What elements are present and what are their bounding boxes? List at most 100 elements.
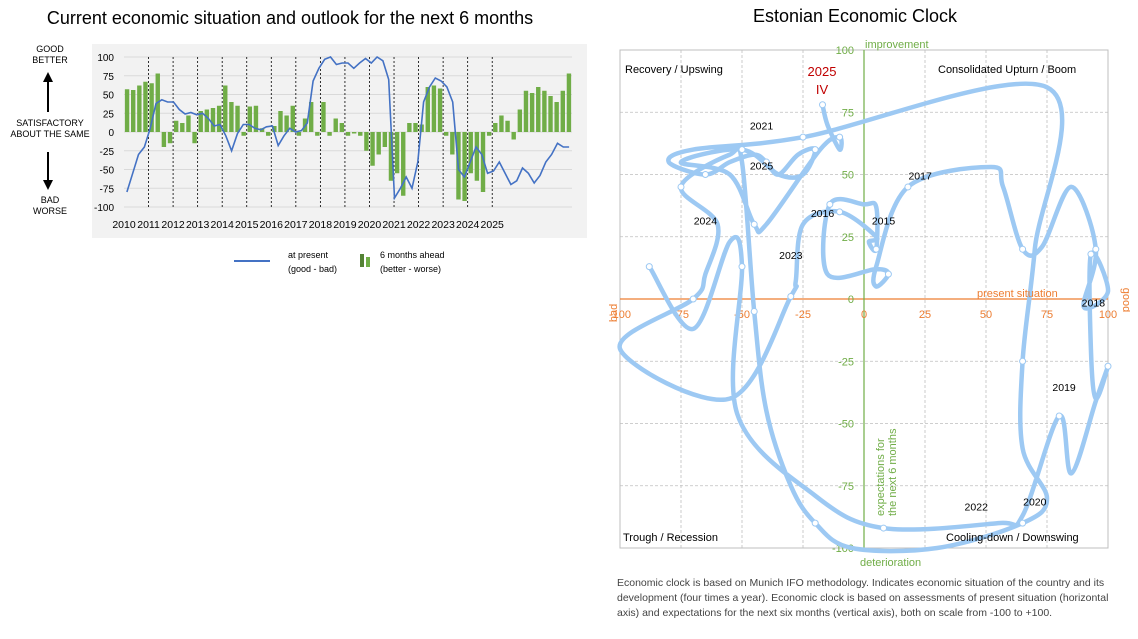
- outlook-bar: [499, 115, 504, 132]
- x-tick-label: 2010: [112, 219, 136, 231]
- outlook-bar: [493, 123, 498, 132]
- outlook-bar: [266, 132, 271, 136]
- svg-text:the next 6 months: the next 6 months: [887, 428, 899, 516]
- outlook-bar: [345, 132, 351, 136]
- outlook-bar: [407, 123, 412, 132]
- x-tick-label: -100: [609, 309, 631, 321]
- clock-point: [738, 146, 746, 154]
- clock-point: [701, 171, 709, 178]
- outlook-bar: [394, 132, 400, 174]
- y-tick-label: 75: [842, 107, 854, 119]
- outlook-bar: [198, 111, 203, 132]
- outlook-bar: [173, 120, 179, 132]
- outlook-bar: [401, 132, 406, 196]
- clock-point: [689, 295, 697, 303]
- outlook-bar: [425, 87, 430, 132]
- outlook-bar: [388, 132, 394, 181]
- outlook-bar: [253, 105, 259, 132]
- clock-point: [1092, 245, 1100, 253]
- latest-year-label: 2025: [808, 64, 837, 79]
- quadrant-bottom-right: Cooling-down / Downswing: [946, 532, 1079, 544]
- outlook-bar: [370, 132, 375, 166]
- outlook-bar: [517, 109, 523, 132]
- outlook-bar: [554, 102, 559, 132]
- x-tick-label: -25: [795, 309, 811, 321]
- outlook-bar: [192, 132, 197, 144]
- y-tick-label: -25: [100, 147, 115, 158]
- left-chart-title: Current economic situation and outlook f…: [46, 8, 534, 28]
- x-tick-label: 2012: [161, 219, 185, 231]
- x-tick-label: 2015: [235, 219, 259, 231]
- clock-point: [904, 183, 912, 191]
- up-arrowhead-icon: [43, 72, 53, 82]
- outlook-bar: [296, 132, 302, 136]
- year-label: 2017: [908, 170, 932, 182]
- x-tick-label: 2025: [481, 219, 505, 231]
- x-tick-label: 2023: [431, 219, 455, 231]
- outlook-bar: [364, 132, 369, 151]
- outlook-bar: [542, 90, 547, 132]
- quadrant-top-left: Recovery / Upswing: [625, 64, 723, 76]
- outlook-bar: [241, 132, 246, 136]
- clock-point: [1019, 245, 1027, 253]
- outlook-bar: [474, 132, 480, 181]
- x-tick-label: 2016: [260, 219, 284, 231]
- x-tick-label: 2024: [456, 219, 480, 231]
- outlook-bar: [137, 85, 142, 132]
- outlook-bar: [216, 105, 222, 132]
- outlook-bar: [523, 90, 529, 132]
- clock-point: [750, 220, 758, 228]
- axis-end-deterioration: deterioration: [860, 557, 921, 568]
- legend-bar-label-1: 6 months ahead: [380, 250, 445, 260]
- y-tick-label: 75: [103, 72, 115, 83]
- at-present-line: [126, 55, 570, 201]
- y-tick-label: -25: [838, 356, 854, 368]
- outlook-bar: [548, 96, 553, 132]
- outlook-bar: [131, 90, 136, 132]
- y-axis-title: expectations for the next 6 months: [875, 428, 899, 516]
- axis-end-bad: bad: [608, 304, 620, 322]
- y-tick-label: 100: [836, 45, 854, 57]
- year-label: 2015: [872, 215, 896, 227]
- y-tick-label: 50: [842, 170, 854, 182]
- y-tick-label: -50: [100, 166, 115, 177]
- clock-point: [762, 158, 770, 166]
- clock-point: [645, 263, 653, 271]
- year-label: 2025: [750, 161, 774, 173]
- outlook-bar: [210, 108, 216, 132]
- clock-point: [750, 307, 758, 315]
- outlook-bar: [351, 132, 357, 134]
- x-tick-label: 2019: [333, 219, 357, 231]
- outlook-bar: [536, 87, 541, 132]
- x-axis-title: present situation: [977, 288, 1058, 300]
- x-tick-label: 2018: [309, 219, 333, 231]
- outlook-bar: [462, 132, 467, 201]
- outlook-bar: [437, 88, 443, 132]
- outlook-bar: [247, 106, 253, 132]
- axis-end-improvement: improvement: [865, 39, 929, 51]
- year-label: 2019: [1052, 382, 1076, 394]
- outlook-bar: [149, 83, 154, 132]
- y-tick-label: 0: [848, 294, 854, 306]
- outlook-bar: [186, 115, 191, 132]
- year-label: 2021: [750, 121, 774, 133]
- x-tick-label: 0: [861, 309, 867, 321]
- outlook-bar: [333, 118, 338, 132]
- outlook-bar: [204, 109, 210, 132]
- economic-clock-chart: -100 -75 -50 -25 0 25 50 75 1001007550250-25-50-…: [608, 39, 1130, 568]
- legend-bar-swatch: [360, 254, 364, 267]
- y-tick-label: 25: [103, 109, 115, 120]
- y-tick-label: -50: [838, 419, 854, 431]
- clock-point: [836, 133, 844, 141]
- outlook-bar: [229, 102, 234, 132]
- outlook-bar: [382, 132, 388, 147]
- axis-end-good: good: [1120, 288, 1130, 312]
- clock-trajectory: [617, 81, 1111, 554]
- year-label: 2016: [811, 208, 835, 220]
- x-tick-label: 2013: [186, 219, 210, 231]
- clock-point: [836, 208, 844, 216]
- y-tick-label: 100: [97, 53, 114, 64]
- clock-point: [819, 101, 827, 109]
- left-combo-chart: 100 75 50 25 0 -25 -50 -75 -100 2010 2011 2012 2013…: [92, 44, 587, 238]
- side-label-good-better: GOOD BETTER: [32, 44, 68, 65]
